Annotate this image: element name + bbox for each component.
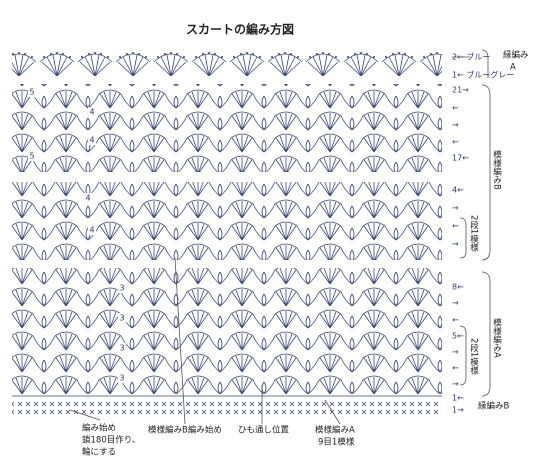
stitch-number: 4 <box>89 226 94 235</box>
stitch-number: 4 <box>89 136 94 145</box>
number-bg <box>28 151 36 161</box>
note: 編み始め <box>82 423 116 434</box>
pattern-b-lower <box>12 182 442 260</box>
row-marker: 1→ <box>452 406 464 415</box>
section-label: A <box>510 63 516 73</box>
number-bg <box>88 107 96 117</box>
row-marker: → <box>452 240 459 249</box>
section-label: 2段1模様 <box>469 338 479 374</box>
row-marker: → <box>452 380 459 389</box>
stitch-number: 5 <box>29 88 34 97</box>
number-bg <box>88 225 96 235</box>
edging-b-stitches <box>12 399 442 415</box>
row-marker: ← <box>452 316 459 325</box>
number-bg <box>118 373 126 383</box>
stitch-number: 5 <box>29 152 34 161</box>
row-marker: 17← <box>452 154 469 163</box>
number-bg <box>88 135 96 145</box>
row-marker: 1← <box>452 394 464 403</box>
section-label: 模様編みA <box>492 317 502 358</box>
row-marker: ← <box>452 138 459 147</box>
row-marker: 21→ <box>452 86 469 95</box>
stitch-number: 4 <box>89 108 94 117</box>
row-marker: ← <box>452 364 459 373</box>
stitch-number: 3 <box>119 344 124 353</box>
pattern-a-stitches <box>12 268 442 394</box>
row-marker: 5← <box>452 332 464 341</box>
number-bg <box>84 193 92 203</box>
number-bg <box>118 313 126 323</box>
edging-a-stitches <box>12 50 442 78</box>
row-marker: → <box>452 204 459 213</box>
number-bg <box>28 87 36 97</box>
section-label: 模様編みB <box>492 149 502 190</box>
note: 9目1模様 <box>318 437 355 448</box>
row-marker: 4← <box>452 186 464 195</box>
stitch-number: 3 <box>119 314 124 323</box>
leader-lines <box>69 56 470 425</box>
row-marker: → <box>452 121 459 130</box>
title: スカートの編み方図 <box>186 22 294 37</box>
row-marker: 1← ブルーグレー <box>452 70 514 80</box>
note: ひも通し位置 <box>238 425 290 436</box>
pattern-b-upper <box>12 84 442 172</box>
stitch-number: 3 <box>119 374 124 383</box>
row-marker: ← <box>452 222 459 231</box>
note: 模様編みB編み始め <box>148 425 222 436</box>
row-marker: 8← <box>452 283 464 292</box>
section-label: 縁編みB <box>478 401 510 412</box>
number-bg <box>118 343 126 353</box>
row-marker: 2← ブルー <box>452 52 490 62</box>
number-bg <box>118 283 126 293</box>
row-marker: ← <box>452 104 459 113</box>
note: 模様編みA <box>315 425 355 436</box>
section-label: 縁編み <box>503 50 529 61</box>
note: 輪にする <box>82 447 116 458</box>
stitch-number: 3 <box>119 284 124 293</box>
stitch-number: 4 <box>85 194 90 203</box>
row-marker: → <box>452 299 459 308</box>
section-label: 2段1模様 <box>469 215 479 251</box>
section-brackets <box>459 49 491 397</box>
note: 鎖180目作り、 <box>82 435 140 446</box>
row-marker: → <box>452 348 459 357</box>
